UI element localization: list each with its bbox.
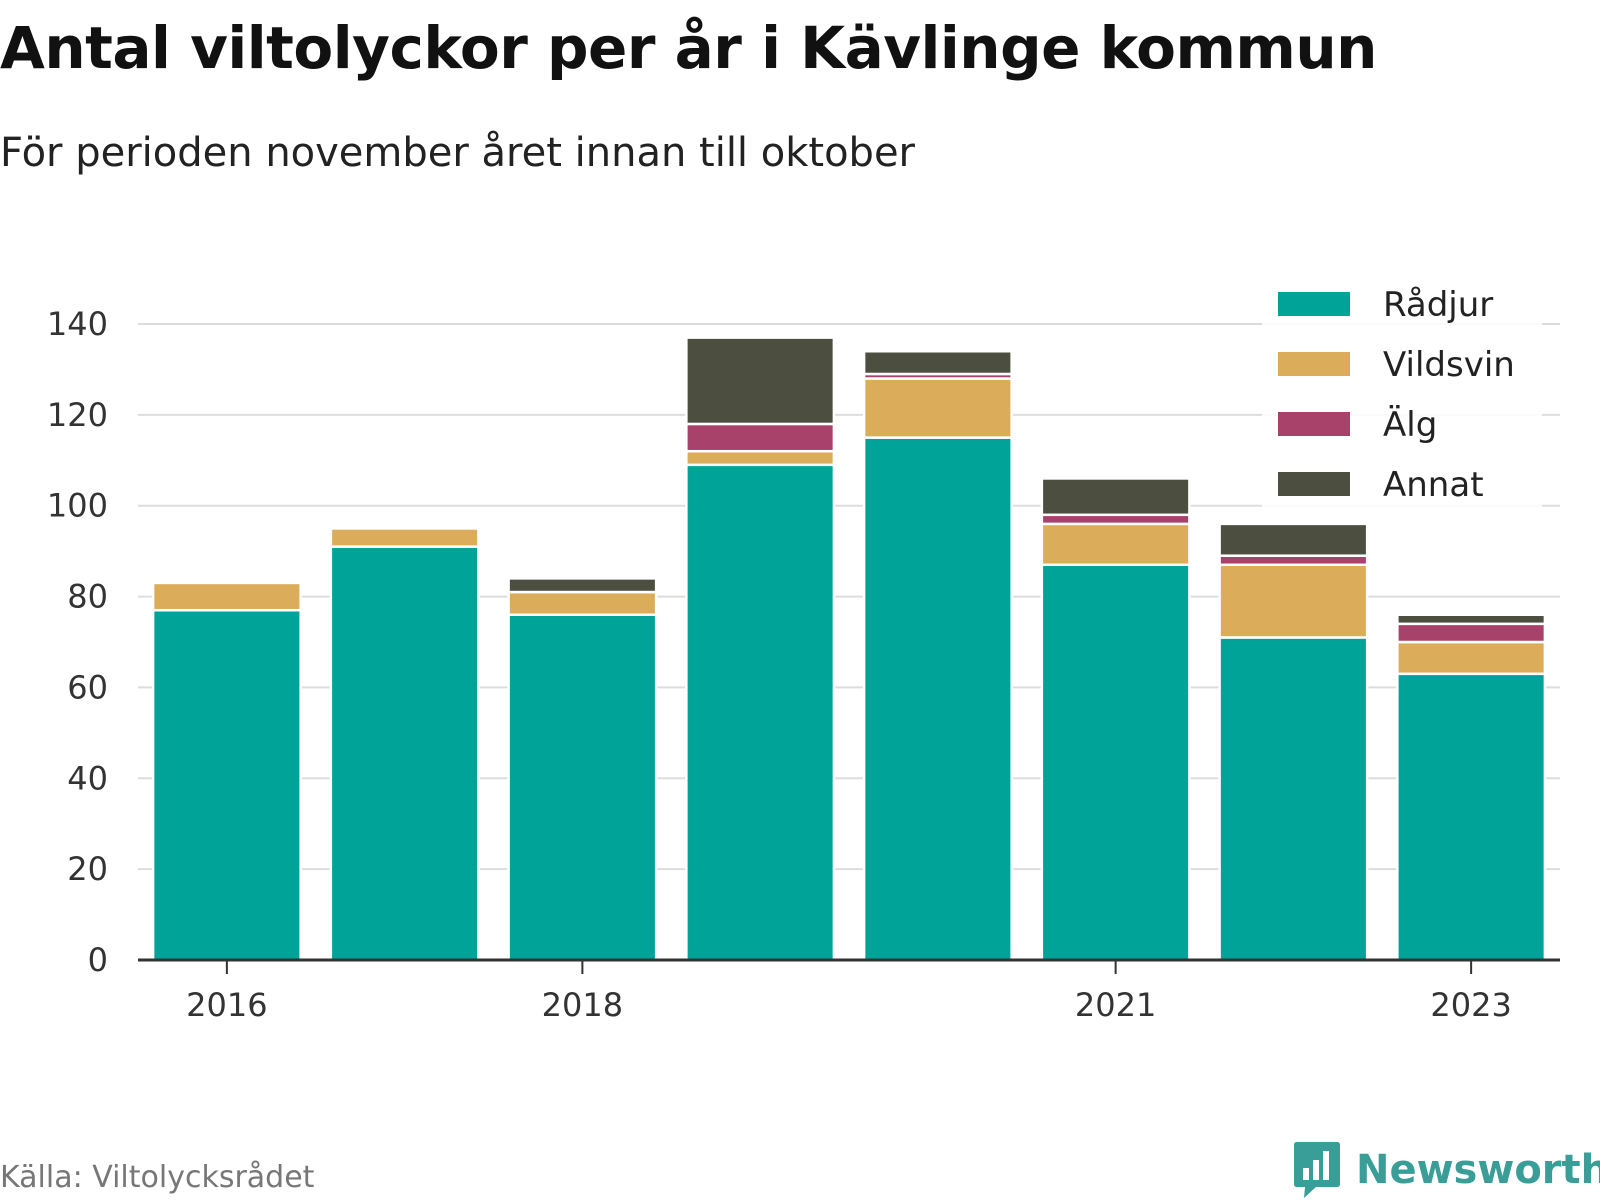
bar-segment-rådjur-2023 bbox=[1396, 672, 1547, 962]
bar-segment-annat-2023 bbox=[1396, 613, 1547, 626]
bar-segment-vildsvin-2021 bbox=[1040, 522, 1191, 567]
bar-segment-vildsvin-2018 bbox=[507, 590, 658, 616]
chart-subtitle: För perioden november året innan till ok… bbox=[0, 130, 915, 176]
brand-name: Newsworthy bbox=[1356, 1147, 1600, 1193]
stacked-bar-chart: 0 20 40 60 80 100 120 140 2016 2018 2021 2023 Rådju… bbox=[46, 282, 1560, 1024]
axes: 0 20 40 60 80 100 120 140 2016 2018 2021 2023 bbox=[47, 305, 1560, 1024]
legend-background bbox=[1262, 282, 1542, 508]
y-tick-label: 20 bbox=[67, 850, 108, 888]
bar-segment-älg-2022 bbox=[1218, 554, 1369, 567]
y-tick-label: 120 bbox=[47, 396, 108, 434]
y-tick-label: 40 bbox=[67, 759, 108, 797]
legend-label-vildsvin: Vildsvin bbox=[1383, 345, 1515, 385]
legend-swatch-älg bbox=[1278, 412, 1350, 436]
x-tick-label: 2018 bbox=[542, 986, 623, 1024]
bar-segment-annat-2022 bbox=[1218, 522, 1369, 557]
bar-segment-rådjur-2018 bbox=[507, 613, 658, 962]
chart-title: Antal viltolyckor per år i Kävlinge komm… bbox=[0, 14, 1377, 82]
bar-segment-vildsvin-2023 bbox=[1396, 640, 1547, 676]
legend: Rådjur Vildsvin Älg Annat bbox=[1262, 282, 1542, 508]
brand-logo: Newsworthy bbox=[1292, 1140, 1600, 1200]
legend-swatch-rådjur bbox=[1278, 292, 1350, 316]
x-tick-label: 2016 bbox=[186, 986, 267, 1024]
bar-chart-speech-bubble-icon bbox=[1294, 1142, 1340, 1198]
bar-segment-älg-2021 bbox=[1040, 513, 1191, 526]
bar-segment-rådjur-2021 bbox=[1040, 563, 1191, 962]
bar-segment-rådjur-2017 bbox=[329, 545, 480, 962]
legend-label-annat: Annat bbox=[1383, 465, 1484, 505]
bar-segment-annat-2018 bbox=[507, 577, 658, 594]
bar-segment-vildsvin-2020 bbox=[862, 377, 1013, 439]
y-tick-label: 100 bbox=[47, 487, 108, 525]
bar-segment-älg-2019 bbox=[685, 422, 836, 453]
source-note: Källa: Viltolycksrådet bbox=[0, 1160, 315, 1195]
y-tick-label: 60 bbox=[67, 668, 108, 706]
x-tick-label: 2021 bbox=[1075, 986, 1156, 1024]
bar-segment-annat-2020 bbox=[862, 350, 1013, 376]
bar-segment-rådjur-2016 bbox=[151, 608, 302, 962]
bar-segment-annat-2019 bbox=[685, 336, 836, 426]
bar-segment-rådjur-2020 bbox=[862, 436, 1013, 962]
y-tick-label: 140 bbox=[47, 305, 108, 343]
bar-segment-annat-2021 bbox=[1040, 477, 1191, 517]
legend-label-älg: Älg bbox=[1383, 405, 1437, 445]
bar-segment-vildsvin-2016 bbox=[151, 581, 302, 612]
bars bbox=[151, 336, 1547, 962]
legend-label-rådjur: Rådjur bbox=[1383, 285, 1493, 325]
legend-swatch-vildsvin bbox=[1278, 352, 1350, 376]
y-tick-label: 0 bbox=[88, 941, 108, 979]
bar-segment-vildsvin-2017 bbox=[329, 527, 480, 548]
bar-segment-vildsvin-2019 bbox=[685, 449, 836, 467]
bar-segment-älg-2023 bbox=[1396, 622, 1547, 644]
bar-segment-rådjur-2022 bbox=[1218, 636, 1369, 962]
legend-swatch-annat bbox=[1278, 472, 1350, 496]
y-tick-label: 80 bbox=[67, 578, 108, 616]
bar-segment-rådjur-2019 bbox=[685, 463, 836, 962]
bar-segment-vildsvin-2022 bbox=[1218, 563, 1369, 639]
x-tick-label: 2023 bbox=[1430, 986, 1511, 1024]
